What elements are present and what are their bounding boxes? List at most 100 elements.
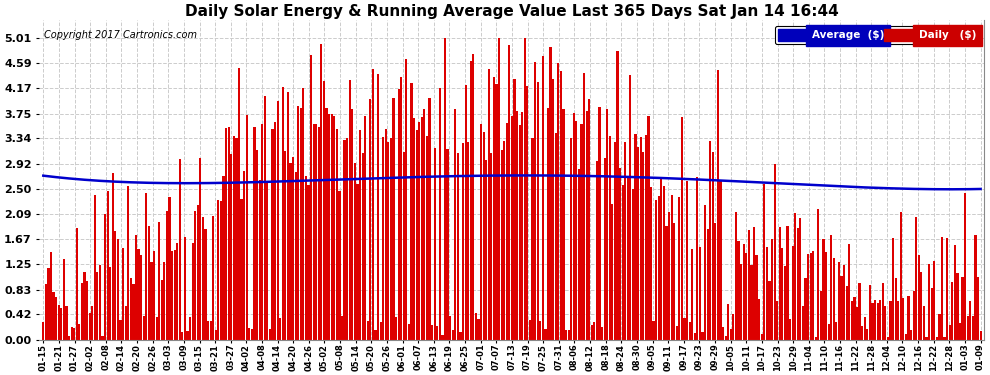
Bar (869, 285, 871, 339)
Bar (65, 306, 67, 339)
Bar (246, 115, 248, 339)
Bar (253, 127, 255, 339)
Bar (848, 244, 850, 339)
Bar (934, 261, 936, 339)
Bar (863, 317, 866, 339)
Bar (583, 73, 585, 339)
Bar (431, 325, 434, 339)
Bar (598, 107, 601, 339)
Bar (356, 184, 358, 339)
Bar (519, 126, 521, 339)
Bar (225, 128, 228, 339)
Bar (341, 316, 344, 339)
Bar (627, 177, 629, 339)
Bar (308, 185, 310, 339)
Bar (567, 330, 569, 339)
Bar (302, 88, 305, 339)
Bar (503, 141, 505, 339)
Bar (233, 136, 235, 339)
Bar (266, 183, 268, 339)
Bar (223, 176, 225, 339)
Bar (197, 205, 199, 339)
Bar (104, 214, 106, 339)
Bar (444, 38, 446, 339)
Bar (45, 284, 47, 339)
Bar (86, 281, 88, 339)
Bar (609, 136, 611, 339)
Bar (876, 303, 879, 339)
Bar (818, 209, 820, 339)
Bar (895, 278, 897, 339)
Bar (768, 281, 770, 339)
Bar (220, 201, 222, 339)
Bar (534, 62, 537, 339)
Bar (48, 268, 50, 339)
Bar (204, 229, 207, 339)
Bar (199, 158, 201, 339)
Bar (331, 114, 333, 339)
Bar (779, 227, 781, 339)
Bar (194, 211, 196, 339)
Bar (544, 328, 546, 339)
Bar (614, 142, 616, 339)
Bar (717, 70, 719, 339)
Bar (346, 138, 348, 339)
Bar (820, 291, 822, 339)
Bar (313, 124, 315, 339)
Bar (979, 331, 982, 339)
Bar (374, 330, 376, 339)
Bar (426, 136, 428, 339)
Bar (456, 153, 459, 339)
Bar (238, 68, 241, 339)
Bar (552, 80, 554, 339)
Bar (529, 320, 531, 339)
Bar (411, 83, 413, 339)
Bar (969, 301, 971, 339)
Bar (269, 329, 271, 339)
Bar (191, 243, 194, 339)
Bar (704, 206, 706, 339)
Bar (546, 108, 549, 339)
Bar (966, 316, 969, 339)
Bar (261, 124, 263, 339)
Bar (336, 129, 338, 339)
Bar (485, 160, 487, 339)
Bar (792, 246, 794, 339)
Bar (662, 186, 665, 339)
Bar (833, 258, 835, 339)
Bar (766, 246, 768, 339)
Bar (562, 109, 564, 339)
Bar (101, 336, 104, 339)
Bar (258, 180, 260, 339)
Bar (861, 326, 863, 339)
Bar (805, 278, 807, 339)
Bar (382, 137, 384, 339)
Bar (160, 280, 162, 339)
Bar (361, 153, 363, 339)
Bar (413, 118, 415, 339)
Bar (850, 302, 853, 339)
Bar (284, 151, 286, 339)
Bar (43, 321, 45, 339)
Bar (640, 137, 642, 339)
Bar (514, 80, 516, 339)
Bar (900, 212, 902, 339)
Bar (691, 249, 693, 339)
Bar (617, 51, 619, 339)
Bar (62, 260, 65, 339)
Bar (882, 284, 884, 339)
Bar (366, 321, 369, 339)
Bar (688, 322, 691, 339)
Bar (889, 302, 892, 339)
Bar (784, 266, 786, 339)
Title: Daily Solar Energy & Running Average Value Last 365 Days Sat Jan 14 16:44: Daily Solar Energy & Running Average Val… (185, 4, 839, 19)
Bar (853, 297, 855, 339)
Bar (812, 251, 815, 339)
Bar (421, 117, 423, 339)
Bar (773, 164, 776, 339)
Bar (143, 316, 145, 339)
Bar (823, 238, 825, 339)
Bar (781, 248, 783, 339)
Bar (482, 132, 485, 339)
Bar (186, 331, 188, 339)
